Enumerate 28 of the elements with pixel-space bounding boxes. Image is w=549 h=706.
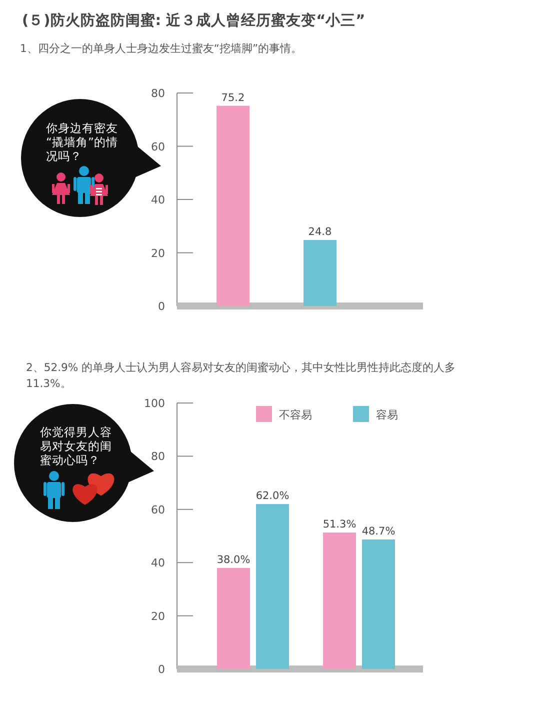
text: 你觉得男人容易对女友的闺蜜动心吗？ (40, 425, 112, 467)
y-tick-label: 20 (151, 610, 165, 623)
data-label: 24.8 (308, 226, 332, 238)
y-tick-label: 0 (158, 663, 165, 676)
y-tick-label: 40 (151, 194, 165, 206)
bar (323, 532, 356, 669)
y-tick-label: 40 (151, 556, 165, 570)
data-label: 75.2 (221, 92, 245, 104)
y-tick-label: 100 (144, 397, 165, 410)
legend-label: 容易 (376, 408, 398, 422)
chart-subtitle: 1、四分之一的单身人士身边发生过蜜友“挖墙脚”的事情。 (20, 41, 304, 56)
legend-label: 不容易 (279, 408, 312, 422)
y-tick-label: 20 (151, 246, 165, 260)
bar (256, 504, 289, 669)
y-tick-label: 60 (151, 140, 165, 154)
data-label: 51.3% (322, 518, 356, 531)
y-tick-label: 0 (158, 300, 165, 313)
data-label: 62.0% (256, 490, 290, 502)
chart-title: (５)防火防盗防闺蜜: 近３成人曾经历蜜友变“小三” (22, 12, 366, 30)
text: 你身边有密友“撬墙角”的情况吗？ (46, 121, 118, 163)
data-label: 38.0% (216, 554, 250, 566)
bar (217, 568, 250, 669)
data-label: 48.7% (362, 525, 396, 538)
y-tick-label: 80 (151, 450, 165, 464)
bar (362, 539, 395, 669)
chart-title: 2、52.9% 的单身人士认为男人容易对女友的闺蜜动心，其中女性比男性持此态度的人多 11.3%。 (26, 360, 456, 392)
y-tick-label: 60 (151, 503, 165, 516)
y-tick-label: 80 (151, 87, 165, 100)
